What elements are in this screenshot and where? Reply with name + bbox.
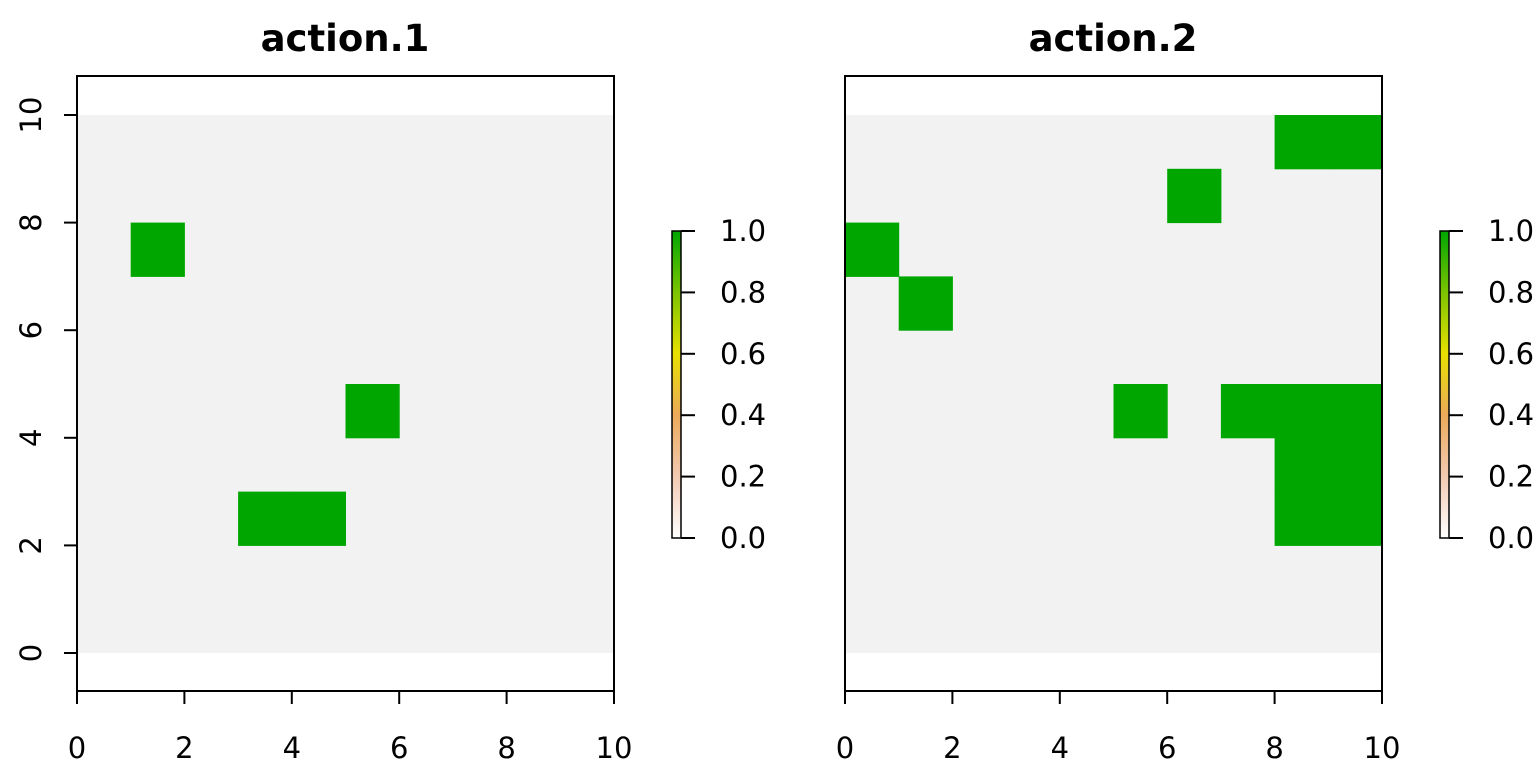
y-tick-label: 2 (14, 536, 48, 554)
colorbar-tick-label: 0.4 (1488, 398, 1534, 432)
heatmap-cell (845, 222, 900, 277)
colorbar-tick-label: 1.0 (720, 214, 766, 248)
heatmap-cell (898, 276, 953, 331)
heatmap-cell (1220, 384, 1276, 439)
heatmap-cell (291, 491, 346, 546)
x-tick-label: 4 (283, 731, 301, 765)
chart-title: action.1 (261, 17, 430, 60)
chart-title: action.2 (1029, 17, 1198, 60)
heatmap-cell (1274, 491, 1329, 546)
x-tick-label: 0 (836, 731, 854, 765)
x-tick-label: 8 (1265, 731, 1283, 765)
y-tick-label: 0 (14, 644, 48, 662)
y-tick-label: 4 (14, 429, 48, 447)
heatmap-cells (77, 115, 614, 653)
x-tick-label: 10 (596, 731, 633, 765)
panel-action-2: action.2 0 2 4 6 8 10 0.0 0.2 0.4 0.6 0.8 1.0 (836, 17, 1534, 765)
heatmap-cell (1328, 491, 1383, 546)
x-tick-label: 2 (175, 731, 193, 765)
heatmap-cell (1328, 115, 1383, 170)
x-axis: 0 2 4 6 8 10 (836, 690, 1401, 765)
heatmap-cell (1274, 437, 1329, 493)
colorbar-legend: 0.0 0.2 0.4 0.6 0.8 1.0 (1439, 214, 1534, 555)
colorbar-tick-label: 0.0 (720, 521, 766, 555)
heatmap-cell (1328, 384, 1383, 439)
heatmap-cells (845, 115, 1383, 653)
x-tick-label: 4 (1051, 731, 1069, 765)
colorbar-tick-label: 1.0 (1488, 214, 1534, 248)
heatmap-cell (130, 222, 185, 277)
heatmap-cell (1274, 384, 1329, 439)
colorbar-gradient (671, 230, 682, 539)
heatmap-cell (345, 384, 400, 439)
panel-action-1: action.1 0 2 4 6 8 10 0 2 4 6 8 10 0.0 0.2 0.4 0.6 0.8… (14, 17, 766, 765)
y-axis: 0 2 4 6 8 10 (14, 97, 78, 662)
colorbar-tick-label: 0.0 (1488, 521, 1534, 555)
colorbar-tick-label: 0.8 (720, 275, 766, 309)
heatmap-cell (1328, 437, 1383, 493)
heatmap-cell (238, 491, 293, 546)
colorbar-gradient (1439, 230, 1450, 539)
x-tick-label: 10 (1364, 731, 1401, 765)
colorbar-tick-label: 0.6 (720, 337, 766, 371)
x-tick-label: 8 (497, 731, 515, 765)
y-tick-label: 10 (14, 97, 48, 134)
x-tick-label: 6 (390, 731, 408, 765)
x-axis: 0 2 4 6 8 10 (68, 690, 633, 765)
y-tick-label: 6 (14, 321, 48, 339)
heatmap-cell (1274, 115, 1329, 170)
colorbar-tick-label: 0.4 (720, 398, 766, 432)
y-tick-label: 8 (14, 213, 48, 231)
heatmap-cell (1167, 168, 1222, 224)
x-tick-label: 0 (68, 731, 86, 765)
colorbar-legend: 0.0 0.2 0.4 0.6 0.8 1.0 (671, 214, 766, 555)
colorbar-tick-label: 0.2 (1488, 460, 1534, 494)
colorbar-tick-label: 0.6 (1488, 337, 1534, 371)
heatmap-cell (1113, 384, 1168, 439)
colorbar-tick-label: 0.2 (720, 460, 766, 494)
colorbar-tick-label: 0.8 (1488, 275, 1534, 309)
x-tick-label: 6 (1158, 731, 1176, 765)
x-tick-label: 2 (943, 731, 961, 765)
